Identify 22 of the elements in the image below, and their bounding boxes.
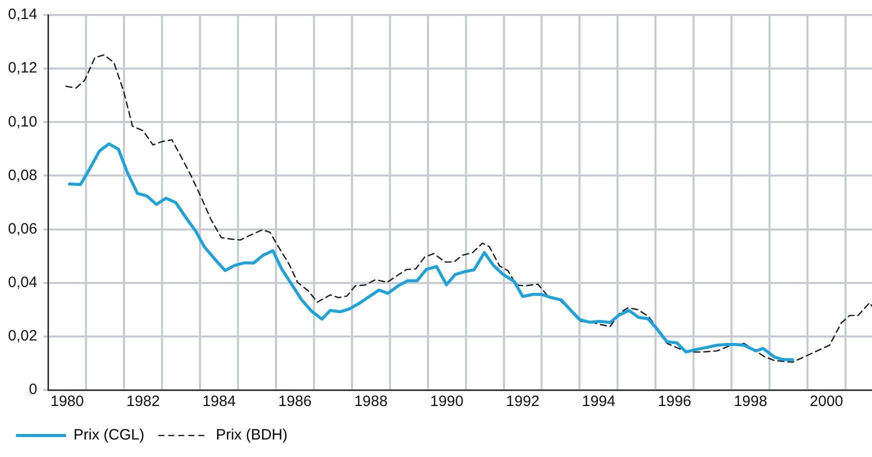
y-tick-label: 0 [28,381,38,398]
y-tick-label: 0,14 [8,6,38,24]
x-tick-label: 1994 [582,393,616,410]
y-tick-label: 0,02 [8,328,38,345]
x-tick-label: 1980 [50,393,84,410]
x-tick-label: 1982 [126,393,160,410]
x-tick-label: 1990 [430,393,464,410]
x-tick-label: 1992 [506,393,540,410]
x-tick-label: 1986 [278,393,312,410]
x-tick-label: 1984 [202,393,236,410]
line-series [65,54,872,363]
legend-label: Prix (BDH) [216,426,288,444]
y-tick-label: 0,12 [8,60,38,77]
y-tick-label: 0,08 [8,166,38,184]
y-tick-label: 0,04 [8,274,38,291]
y-tick-label: 0,06 [8,220,38,238]
legend-label: Prix (CGL) [74,426,144,444]
x-tick-label: 1988 [354,393,388,410]
x-tick-label: 1998 [734,393,768,410]
y-tick-label: 0,10 [8,113,38,130]
x-tick-label: 2000 [810,393,844,410]
x-tick-label: 1996 [658,393,692,410]
